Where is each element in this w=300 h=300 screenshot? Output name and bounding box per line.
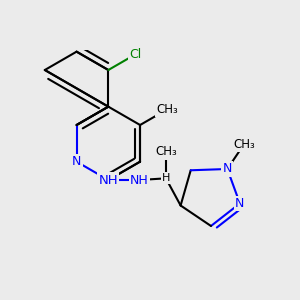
Text: N: N [72,155,81,168]
Text: NH: NH [130,173,149,187]
Text: CH₃: CH₃ [233,138,255,151]
Text: Cl: Cl [129,48,141,61]
Text: CH₃: CH₃ [155,146,177,158]
Text: NH: NH [98,173,118,187]
Text: CH₃: CH₃ [156,103,178,116]
Text: H: H [162,173,170,183]
Text: N: N [223,163,232,176]
Text: N: N [235,197,244,210]
Text: N: N [72,155,81,168]
